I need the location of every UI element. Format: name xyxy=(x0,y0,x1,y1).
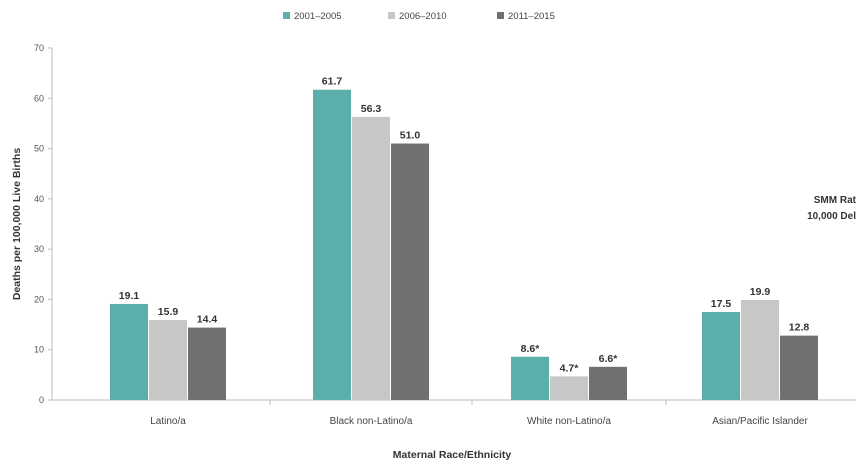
bar-value-label: 15.9 xyxy=(158,306,179,318)
x-axis xyxy=(52,399,856,405)
category-labels: Latino/a Black non-Latino/a White non-Lati… xyxy=(150,416,808,427)
x-axis-title: Maternal Race/Ethnicity xyxy=(393,449,512,461)
legend-swatch xyxy=(497,12,504,19)
x-category-label: Asian/Pacific Islander xyxy=(712,416,808,427)
bar xyxy=(149,320,187,400)
y-axis: 0 10 20 30 40 50 60 70 xyxy=(34,43,53,405)
bar-value-label: 12.8 xyxy=(789,322,810,334)
bar xyxy=(550,376,588,400)
y-tick-label: 30 xyxy=(34,244,44,254)
bar xyxy=(313,89,351,400)
y-axis-title: Deaths per 100,000 Live Births xyxy=(11,148,23,300)
bar xyxy=(110,303,148,400)
y-tick-label: 70 xyxy=(34,43,44,53)
bar-value-label: 17.5 xyxy=(711,298,732,310)
y-tick-label: 50 xyxy=(34,144,44,154)
bar xyxy=(511,356,549,400)
legend-swatch xyxy=(388,12,395,19)
y-tick-label: 60 xyxy=(34,93,44,103)
y-tick-label: 40 xyxy=(34,194,44,204)
bar-value-label: 61.7 xyxy=(322,76,343,88)
y-tick-label: 20 xyxy=(34,294,44,304)
y-tick-label: 10 xyxy=(34,345,44,355)
legend-swatch xyxy=(283,12,290,19)
legend-label: 2011–2015 xyxy=(508,11,555,22)
legend: 2001–2005 2006–2010 2011–2015 xyxy=(283,11,555,22)
bar xyxy=(188,327,226,400)
bar-value-label: 19.9 xyxy=(750,286,771,298)
side-annotation: SMM Rat 10,000 Del xyxy=(807,195,856,222)
bar-value-label: 51.0 xyxy=(400,130,421,142)
bar-value-label: 56.3 xyxy=(361,103,382,115)
bar xyxy=(391,143,429,401)
x-category-label: White non-Latino/a xyxy=(527,416,611,427)
x-category-label: Latino/a xyxy=(150,416,186,427)
bar xyxy=(780,335,818,400)
side-annotation-line: SMM Rat xyxy=(814,195,856,206)
bar-value-label: 4.7* xyxy=(560,362,580,374)
bar xyxy=(702,312,740,400)
bar-value-label: 8.6* xyxy=(521,343,541,355)
bar xyxy=(741,299,779,400)
legend-label: 2001–2005 xyxy=(294,11,342,22)
y-tick-label: 0 xyxy=(39,395,44,405)
side-annotation-line: 10,000 Del xyxy=(807,211,856,222)
bar-value-label: 14.4 xyxy=(197,314,218,326)
bars xyxy=(110,89,818,401)
value-labels: 19.1 15.9 14.4 61.7 56.3 51.0 8.6* 4.7* 6.6* 17.5… xyxy=(119,76,810,375)
bar xyxy=(352,116,390,401)
bar-value-label: 6.6* xyxy=(599,353,619,365)
bar-value-label: 19.1 xyxy=(119,290,140,302)
bar xyxy=(589,366,627,400)
legend-label: 2006–2010 xyxy=(399,11,447,22)
x-category-label: Black non-Latino/a xyxy=(330,416,413,427)
